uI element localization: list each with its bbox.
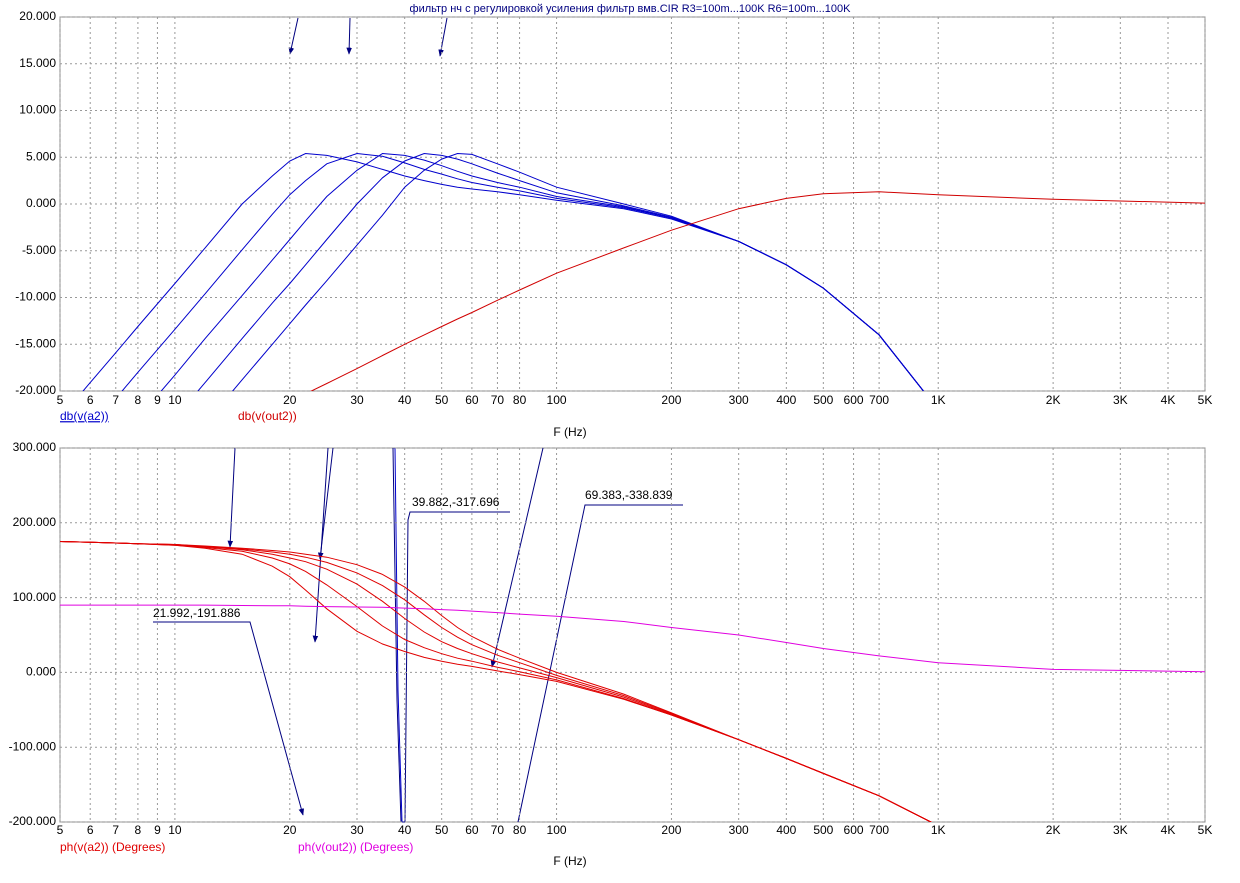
y-tick-label: 0.000 xyxy=(26,196,56,210)
x-tick-label: 10 xyxy=(168,823,182,837)
chart-title: фильтр нч с регулировкой усиления фильтр… xyxy=(410,3,852,15)
x-tick-label: 500 xyxy=(813,823,833,837)
cursor-label: 69.383,-338.839 xyxy=(585,488,673,502)
x-tick-label: 3K xyxy=(1113,823,1128,837)
curve xyxy=(232,152,925,391)
y-tick-label: 10.000 xyxy=(19,103,56,117)
plot-lines xyxy=(82,152,1205,391)
curve xyxy=(197,152,925,391)
legend-label: db(v(out2)) xyxy=(238,409,297,423)
x-tick-label: 300 xyxy=(729,393,749,407)
y-tick-label: -200.000 xyxy=(9,814,57,828)
y-tick-label: 300.000 xyxy=(13,440,57,454)
x-tick-label: 30 xyxy=(350,393,364,407)
x-tick-label: 400 xyxy=(776,823,796,837)
legend-label: ph(v(a2)) (Degrees) xyxy=(60,840,165,854)
curve xyxy=(60,541,932,822)
x-tick-label: 1K xyxy=(931,393,946,407)
curve xyxy=(60,604,1205,673)
y-tick-label: 5.000 xyxy=(26,149,56,163)
curve xyxy=(310,191,1205,391)
x-tick-label: 500 xyxy=(813,393,833,407)
x-tick-label: 2K xyxy=(1046,823,1061,837)
x-tick-label: 600 xyxy=(844,823,864,837)
y-tick-label: -100.000 xyxy=(9,739,57,753)
x-tick-label: 600 xyxy=(844,393,864,407)
x-tick-label: 4K xyxy=(1161,823,1176,837)
phase-wrap xyxy=(394,447,403,823)
y-tick-label: 15.000 xyxy=(19,56,56,70)
x-tick-label: 70 xyxy=(491,393,505,407)
x-tick-label: 60 xyxy=(465,823,479,837)
y-tick-label: 0.000 xyxy=(26,665,56,679)
plot-lines xyxy=(60,541,1205,822)
cursor-label: 21.992,-191.886 xyxy=(153,606,241,620)
x-tick-label: 7 xyxy=(112,823,119,837)
y-tick-label: -10.000 xyxy=(15,290,56,304)
x-tick-label: 20 xyxy=(283,393,297,407)
cursor-label: 39.882,-317.696 xyxy=(412,495,500,509)
x-tick-label: 50 xyxy=(435,823,449,837)
x-tick-label: 70 xyxy=(491,823,505,837)
y-tick-label: -5.000 xyxy=(22,243,56,257)
x-tick-label: 9 xyxy=(154,823,161,837)
x-tick-label: 40 xyxy=(398,823,412,837)
curve xyxy=(82,152,925,391)
x-tick-label: 10 xyxy=(168,393,182,407)
x-tick-label: 1K xyxy=(931,823,946,837)
x-tick-label: 30 xyxy=(350,823,364,837)
legend-label: db(v(a2)) xyxy=(60,409,109,423)
x-tick-label: 400 xyxy=(776,393,796,407)
x-tick-label: 5 xyxy=(57,823,64,837)
x-tick-label: 20 xyxy=(283,823,297,837)
y-tick-label: 100.000 xyxy=(13,590,57,604)
y-tick-label: -15.000 xyxy=(15,336,56,350)
curve xyxy=(160,152,925,391)
x-tick-label: 6 xyxy=(87,393,94,407)
x-tick-label: 8 xyxy=(135,823,142,837)
x-tick-label: 100 xyxy=(547,393,567,407)
x-tick-label: 5K xyxy=(1198,393,1213,407)
y-tick-label: 20.000 xyxy=(19,9,56,23)
x-tick-label: 80 xyxy=(513,823,527,837)
y-tick-label: -20.000 xyxy=(15,383,56,397)
x-tick-label: 8 xyxy=(135,393,142,407)
x-tick-label: 5 xyxy=(57,393,64,407)
curve xyxy=(60,541,932,822)
curve xyxy=(121,152,925,391)
x-tick-label: 5K xyxy=(1198,823,1213,837)
x-axis-label: F (Hz) xyxy=(553,425,586,439)
x-tick-label: 7 xyxy=(112,393,119,407)
x-tick-label: 9 xyxy=(154,393,161,407)
curve xyxy=(60,541,932,822)
x-tick-label: 80 xyxy=(513,393,527,407)
y-tick-label: 200.000 xyxy=(13,515,57,529)
x-tick-label: 6 xyxy=(87,823,94,837)
legend-label: ph(v(out2)) (Degrees) xyxy=(298,840,413,854)
x-tick-label: 60 xyxy=(465,393,479,407)
x-tick-label: 2K xyxy=(1046,393,1061,407)
x-tick-label: 200 xyxy=(661,823,681,837)
cursor-arrows xyxy=(153,17,683,823)
x-tick-label: 100 xyxy=(547,823,567,837)
curve xyxy=(60,541,932,822)
curve xyxy=(60,541,932,822)
x-tick-label: 4K xyxy=(1161,393,1176,407)
x-tick-label: 3K xyxy=(1113,393,1128,407)
x-tick-label: 300 xyxy=(729,823,749,837)
x-tick-label: 200 xyxy=(661,393,681,407)
x-tick-label: 40 xyxy=(398,393,412,407)
x-tick-label: 50 xyxy=(435,393,449,407)
x-axis-label: F (Hz) xyxy=(553,854,586,868)
x-tick-label: 700 xyxy=(869,823,889,837)
x-tick-label: 700 xyxy=(869,393,889,407)
